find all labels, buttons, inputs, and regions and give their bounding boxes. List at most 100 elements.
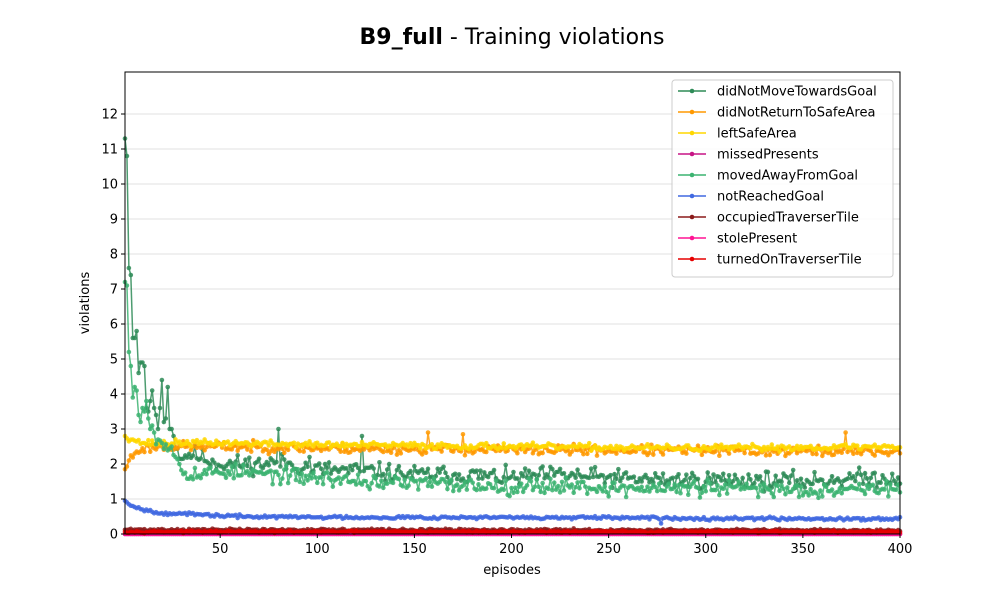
data-point [511, 469, 516, 475]
data-point [235, 515, 240, 521]
data-point [124, 464, 130, 469]
data-point [159, 440, 165, 446]
data-point [256, 456, 262, 462]
data-point [348, 449, 353, 455]
data-point [705, 470, 711, 475]
data-point [462, 452, 468, 458]
data-point [316, 461, 322, 466]
data-point [396, 476, 402, 482]
data-point [794, 483, 800, 488]
x-tick-label: 350 [790, 542, 815, 557]
data-point [806, 493, 812, 498]
data-point [872, 453, 878, 458]
data-point [417, 446, 423, 451]
legend-item: turnedOnTraverserTile [678, 253, 862, 268]
y-tick-label: 6 [110, 318, 118, 333]
data-point [553, 487, 559, 492]
data-point [854, 486, 860, 492]
data-point [548, 476, 553, 482]
data-point [429, 484, 435, 489]
data-point [289, 462, 295, 468]
y-tick-label: 3 [110, 423, 118, 438]
x-tick-label: 300 [693, 542, 718, 557]
data-point [353, 482, 359, 487]
data-point [138, 419, 143, 425]
data-point [736, 479, 742, 484]
data-point [614, 476, 619, 482]
data-point [293, 445, 299, 451]
data-point [338, 449, 343, 454]
data-point [647, 489, 652, 494]
data-point [283, 463, 289, 469]
data-point [602, 480, 608, 486]
data-point [338, 444, 343, 449]
data-point [577, 485, 582, 491]
data-point [163, 442, 169, 447]
data-point [307, 454, 312, 460]
data-point [571, 490, 576, 496]
data-point [687, 475, 693, 481]
data-point [425, 466, 431, 472]
data-point [223, 475, 229, 481]
data-point [322, 461, 328, 467]
data-point [880, 473, 885, 478]
data-point [318, 474, 324, 480]
data-point [136, 437, 141, 443]
data-point [699, 452, 705, 458]
data-point [182, 470, 188, 475]
data-point [225, 468, 231, 474]
data-point [396, 463, 402, 469]
data-point [149, 388, 155, 393]
data-point [419, 452, 425, 457]
data-point [845, 449, 850, 455]
data-point [144, 441, 149, 447]
data-point [711, 472, 716, 477]
data-point [623, 494, 629, 500]
data-point [882, 487, 887, 492]
data-point [132, 335, 138, 341]
data-point [542, 490, 547, 496]
data-point [454, 482, 460, 487]
data-point [241, 462, 246, 468]
data-point [175, 456, 180, 462]
legend-item: didNotMoveTowardsGoal [678, 85, 877, 100]
data-point [151, 405, 157, 411]
data-point [371, 466, 376, 471]
data-point [837, 479, 843, 484]
legend-marker [689, 256, 695, 262]
data-point [563, 475, 569, 480]
data-point [726, 451, 732, 456]
data-point [775, 483, 780, 489]
data-point [233, 461, 239, 467]
data-point [431, 476, 437, 481]
data-point [433, 446, 439, 452]
data-point [600, 489, 606, 494]
data-point [522, 466, 528, 471]
data-point [493, 478, 499, 483]
x-tick-label: 150 [402, 542, 427, 557]
data-point [614, 451, 619, 456]
data-point [293, 477, 299, 483]
data-point [398, 451, 404, 456]
data-point [730, 478, 736, 484]
data-point [177, 439, 182, 444]
data-point [179, 467, 184, 473]
data-point [501, 441, 507, 446]
data-point [816, 495, 821, 501]
data-point [163, 416, 169, 421]
data-point [171, 433, 176, 439]
data-point [515, 489, 520, 495]
data-point [338, 481, 343, 487]
data-point [851, 451, 856, 457]
data-point [788, 473, 794, 479]
data-point [235, 453, 240, 458]
data-point [755, 451, 761, 456]
data-point [414, 478, 419, 484]
x-tick-label: 200 [499, 542, 524, 557]
data-point [381, 485, 386, 491]
data-point [198, 475, 204, 481]
legend-label: movedAwayFromGoal [717, 169, 858, 184]
data-point [767, 446, 773, 452]
x-tick-label: 400 [888, 542, 913, 557]
